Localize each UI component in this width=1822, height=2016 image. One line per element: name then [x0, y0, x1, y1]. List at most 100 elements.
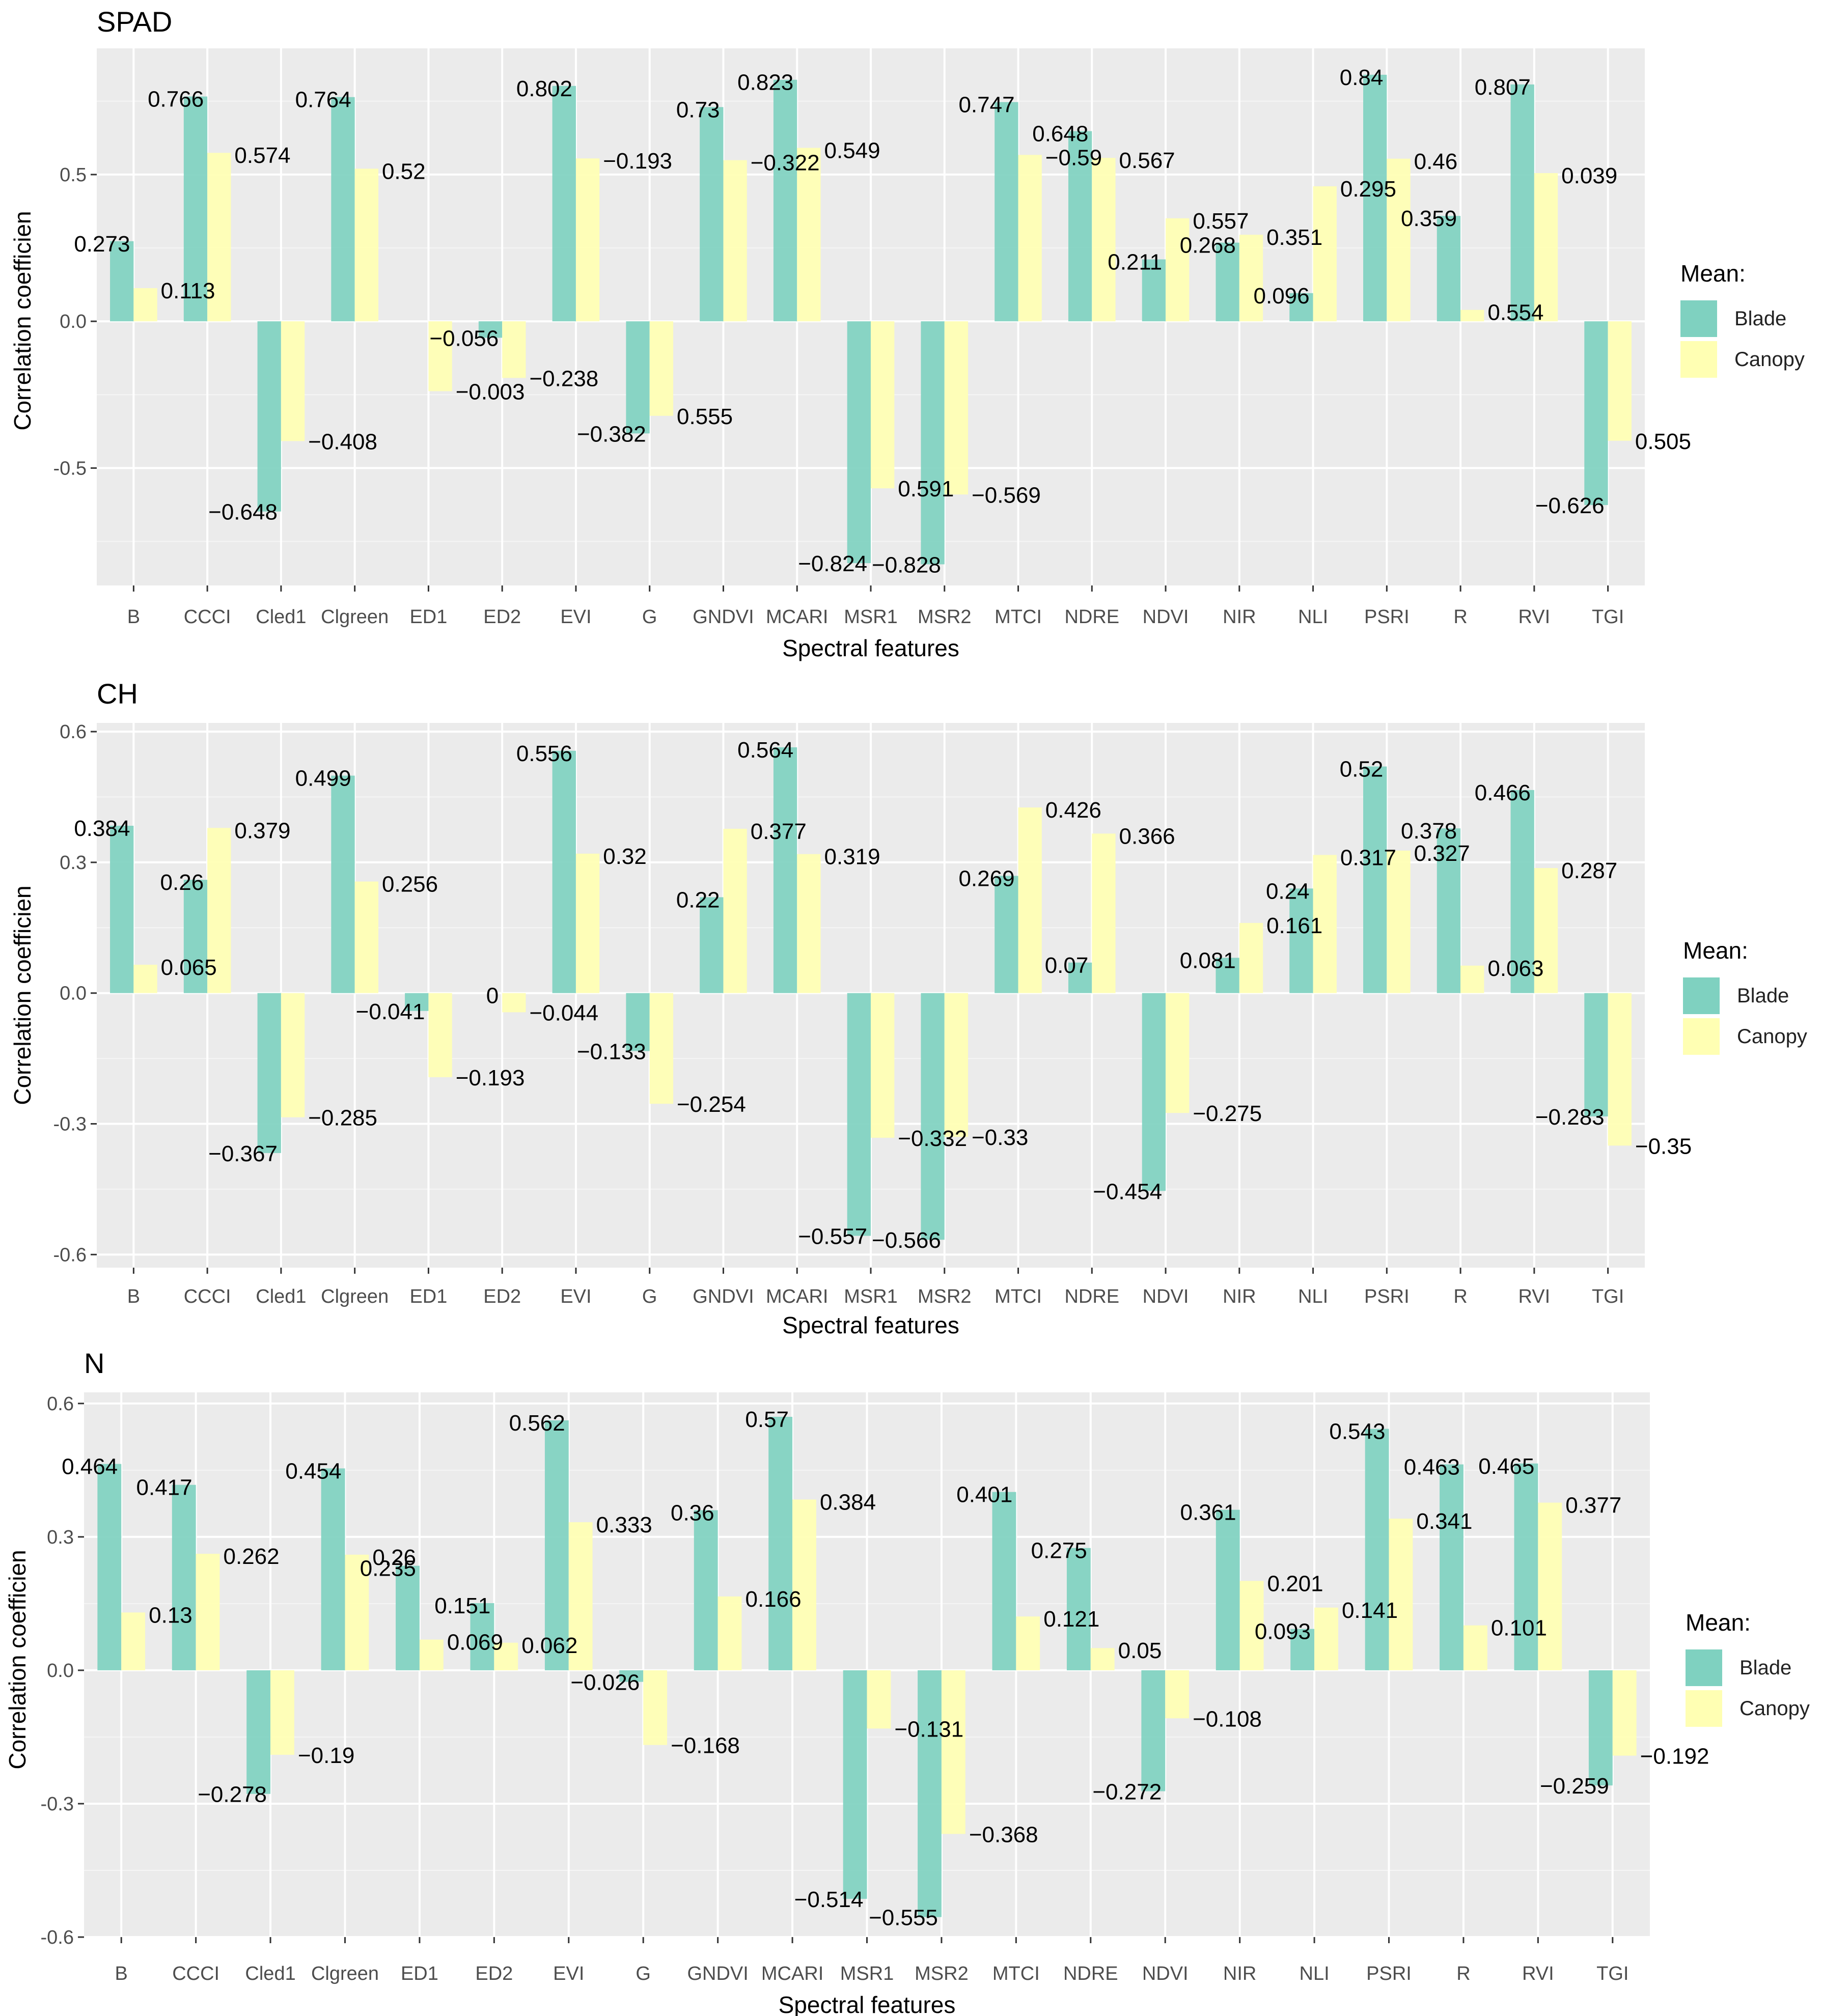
x-tick-label-cled1: Cled1 — [256, 1286, 306, 1307]
bar-blade-psri — [1365, 1429, 1389, 1670]
bar-canopy-psri — [1387, 850, 1411, 993]
x-tick-label-tgi: TGI — [1592, 1286, 1624, 1307]
data-label-canopy-mcari: 0.549 — [824, 138, 880, 163]
bar-canopy-cled1 — [281, 321, 305, 441]
legend-label-canopy: Canopy — [1734, 348, 1805, 371]
data-label-blade-r: 0.463 — [1404, 1455, 1460, 1480]
y-axis-title: Correlation coefficien — [9, 211, 36, 430]
data-label-canopy-ed2: 0.062 — [521, 1633, 577, 1658]
x-tick-label-ndvi: NDVI — [1143, 606, 1189, 628]
x-tick-label-mcari: MCARI — [766, 1286, 828, 1307]
bar-blade-tgi — [1588, 1670, 1613, 1786]
bar-blade-ndvi — [1142, 259, 1166, 322]
bar-canopy-msr2 — [944, 993, 969, 1137]
x-tick-label-r: R — [1453, 606, 1467, 628]
x-axis-title: Spectral features — [782, 635, 959, 661]
x-tick-label-rvi: RVI — [1519, 606, 1551, 628]
data-label-blade-nir: 0.268 — [1180, 233, 1236, 258]
bar-blade-psri — [1363, 766, 1387, 993]
x-tick-label-msr1: MSR1 — [844, 1286, 898, 1307]
data-label-blade-ndre: 0.275 — [1031, 1538, 1087, 1563]
chart-panel-spad: 0.273 0.766 −0.648 0.764 −0.056 0.802 −0.382 0.… — [9, 48, 1691, 661]
bar-canopy-nli — [1313, 186, 1337, 322]
x-tick-label-ccci: CCCI — [184, 1286, 231, 1307]
data-label-blade-cled1: −0.367 — [208, 1141, 278, 1166]
data-label-blade-nli: 0.096 — [1254, 284, 1310, 309]
data-label-blade-clgreen: 0.764 — [295, 88, 351, 113]
data-label-blade-ed1: 0.235 — [360, 1556, 416, 1581]
data-label-canopy-rvi: 0.377 — [1565, 1493, 1621, 1518]
x-tick-label-psri: PSRI — [1364, 1286, 1410, 1307]
panel-title-spad: SPAD — [97, 6, 173, 38]
bar-blade-cled1 — [246, 1670, 271, 1794]
bar-canopy-ndre — [1092, 833, 1116, 993]
data-label-canopy-b: 0.13 — [149, 1603, 192, 1628]
data-label-canopy-nir: 0.161 — [1266, 913, 1322, 938]
y-tick-label: 0.3 — [60, 852, 87, 874]
bar-blade-msr1 — [847, 993, 871, 1236]
bar-blade-evi — [544, 1420, 569, 1670]
legend-key-blade — [1683, 977, 1720, 1014]
x-tick-label-r: R — [1456, 1963, 1470, 1984]
x-tick-label-nli: NLI — [1298, 1286, 1328, 1307]
bar-canopy-ed2 — [502, 993, 526, 1013]
bar-blade-ed2 — [478, 321, 503, 338]
bar-blade-r — [1437, 828, 1461, 993]
data-label-blade-b: 0.384 — [74, 816, 130, 841]
bar-blade-ndre — [1068, 131, 1092, 322]
x-tick-label-clgreen: Clgreen — [321, 1286, 389, 1307]
bar-blade-clgreen — [331, 97, 355, 322]
data-label-canopy-g: −0.254 — [677, 1092, 746, 1117]
x-tick-label-r: R — [1453, 1286, 1467, 1307]
bar-blade-r — [1440, 1464, 1464, 1670]
data-label-blade-gndvi: 0.73 — [676, 97, 720, 122]
data-label-blade-mtci: 0.401 — [956, 1482, 1012, 1507]
x-tick-label-ndre: NDRE — [1064, 606, 1119, 628]
legend-label-canopy: Canopy — [1737, 1025, 1807, 1048]
x-tick-label-gndvi: GNDVI — [687, 1963, 748, 1984]
data-label-canopy-ed1: 0.069 — [447, 1630, 503, 1655]
x-tick-label-ed1: ED1 — [401, 1963, 438, 1984]
x-tick-label-msr1: MSR1 — [840, 1963, 894, 1984]
bar-canopy-psri — [1387, 158, 1411, 322]
data-label-canopy-msr2: −0.33 — [972, 1125, 1028, 1150]
bar-blade-nir — [1216, 242, 1239, 322]
x-axis-title: Spectral features — [779, 1992, 956, 2016]
legend-title: Mean: — [1680, 260, 1746, 287]
bar-canopy-cled1 — [281, 993, 305, 1117]
legend-key-canopy — [1680, 341, 1717, 378]
data-label-blade-r: 0.359 — [1401, 206, 1457, 231]
bar-blade-ccci — [183, 96, 208, 322]
data-label-canopy-psri: 0.46 — [1414, 149, 1458, 174]
bar-blade-b — [97, 1464, 122, 1670]
x-tick-label-psri: PSRI — [1366, 1963, 1412, 1984]
bar-blade-msr2 — [921, 993, 945, 1240]
x-tick-label-rvi: RVI — [1522, 1963, 1554, 1984]
bar-blade-clgreen — [331, 775, 355, 993]
bar-canopy-rvi — [1538, 1502, 1562, 1670]
data-label-blade-tgi: −0.259 — [1540, 1774, 1609, 1799]
legend-title: Mean: — [1683, 937, 1748, 964]
x-tick-label-tgi: TGI — [1596, 1963, 1628, 1984]
y-axis-title: Correlation coefficien — [9, 885, 36, 1105]
data-label-blade-ccci: 0.766 — [148, 87, 204, 112]
bar-blade-mtci — [995, 102, 1018, 322]
data-label-blade-msr1: −0.514 — [794, 1887, 864, 1912]
bar-canopy-ccci — [207, 828, 231, 993]
bar-blade-gndvi — [700, 107, 724, 322]
data-label-blade-b: 0.273 — [74, 232, 130, 257]
data-label-blade-nir: 0.081 — [1180, 948, 1236, 973]
bar-blade-ndre — [1068, 962, 1092, 993]
x-tick-label-ndre: NDRE — [1063, 1963, 1118, 1984]
bar-blade-clgreen — [321, 1468, 345, 1670]
bar-blade-mtci — [995, 876, 1018, 993]
bar-canopy-evi — [568, 1522, 593, 1670]
data-label-canopy-r: 0.063 — [1487, 956, 1543, 981]
data-label-canopy-ccci: 0.574 — [234, 143, 290, 168]
legend-item-canopy: Canopy — [1686, 1688, 1810, 1729]
data-label-blade-msr1: −0.557 — [798, 1224, 867, 1249]
bar-canopy-mcari — [797, 854, 821, 993]
x-tick-label-ndvi: NDVI — [1143, 1286, 1189, 1307]
bar-canopy-r — [1463, 1625, 1487, 1670]
bar-blade-gndvi — [700, 897, 724, 993]
